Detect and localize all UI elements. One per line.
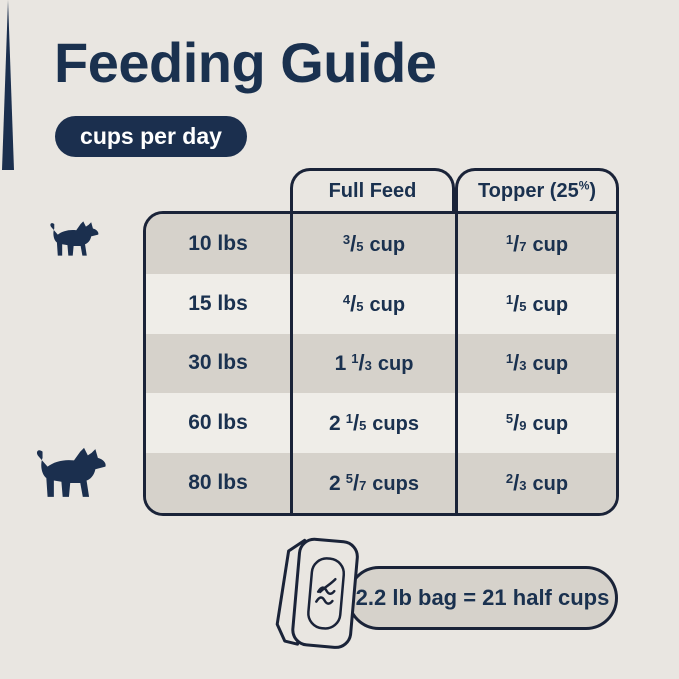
table-row: 10 lbs 3/5 cup 1/7 cup	[146, 214, 616, 274]
topper-cell: 1/3 cup	[455, 333, 616, 394]
cup-amount: 1/3 cup	[505, 350, 569, 376]
full-feed-cell: 2 5/7 cups	[290, 453, 455, 513]
weight-cell: 30 lbs	[188, 351, 248, 375]
bag-conversion-label: 2.2 lb bag = 21 half cups	[355, 585, 610, 610]
topper-cell: 1/7 cup	[455, 214, 616, 274]
bag-conversion-badge: 2.2 lb bag = 21 half cups	[347, 566, 618, 630]
small-dog-icon	[50, 221, 99, 256]
cup-amount: 3/5 cup	[342, 230, 406, 256]
dog-food-bag-icon	[275, 537, 359, 649]
cup-amount: 5/9 cup	[505, 410, 569, 436]
cup-amount: 1 1/3 cup	[334, 350, 414, 376]
large-dog-icon	[36, 447, 106, 497]
column-header-full-feed: Full Feed	[290, 168, 455, 211]
table-row: 80 lbs 2 5/7 cups 2/3 cup	[146, 453, 616, 513]
table-row: 60 lbs 2 1/5 cups 5/9 cup	[146, 393, 616, 454]
table-row: 15 lbs 4/5 cup 1/5 cup	[146, 273, 616, 334]
cup-amount: 4/5 cup	[342, 290, 406, 316]
page-title: Feeding Guide	[54, 31, 437, 94]
cup-amount: 1/5 cup	[505, 290, 569, 316]
weight-cell: 10 lbs	[188, 231, 248, 255]
cups-per-day-label: cups per day	[80, 123, 222, 149]
topper-cell: 2/3 cup	[455, 453, 616, 513]
cup-amount: 1/7 cup	[505, 230, 569, 256]
topper-cell: 1/5 cup	[455, 273, 616, 334]
weight-cell: 60 lbs	[188, 411, 248, 435]
table-row: 30 lbs 1 1/3 cup 1/3 cup	[146, 333, 616, 394]
topper-cell: 5/9 cup	[455, 393, 616, 454]
full-feed-label: Full Feed	[328, 179, 417, 202]
full-feed-cell: 3/5 cup	[290, 214, 455, 274]
cups-per-day-badge: cups per day	[55, 116, 247, 157]
column-header-topper: Topper (25%)	[455, 168, 619, 211]
cup-amount: 2 5/7 cups	[329, 470, 419, 496]
cup-amount: 2 1/5 cups	[329, 410, 419, 436]
size-range-wedge-icon	[2, 0, 14, 170]
weight-cell: 15 lbs	[188, 291, 248, 315]
full-feed-cell: 4/5 cup	[290, 273, 455, 334]
topper-label: Topper (25%)	[477, 177, 597, 202]
full-feed-cell: 2 1/5 cups	[290, 393, 455, 454]
full-feed-cell: 1 1/3 cup	[290, 333, 455, 394]
cup-amount: 2/3 cup	[505, 470, 569, 496]
weight-cell: 80 lbs	[188, 471, 248, 495]
feeding-table: 10 lbs 3/5 cup 1/7 cup 15 lbs 4/5 cup 1/5 cup 30 l…	[143, 211, 619, 516]
